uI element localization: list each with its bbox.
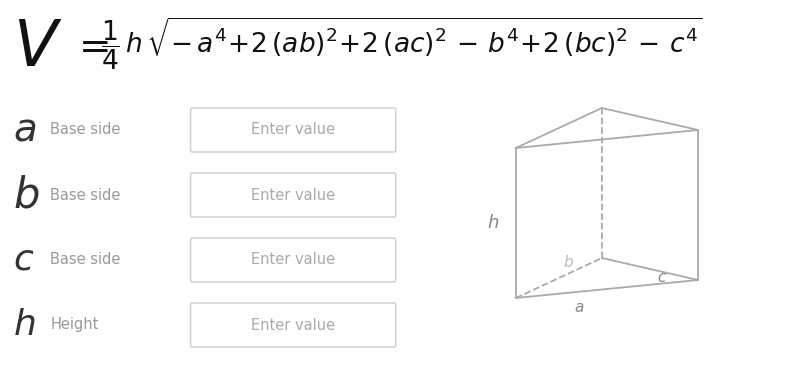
Text: $b$: $b$ (13, 174, 39, 216)
Text: $a$: $a$ (13, 112, 36, 149)
Text: $\dfrac{1}{4}\,h\,\sqrt{-\,a^4\!+\!2\,(ab)^2\!+\!2\,(ac)^2\,-\,b^4\!+\!2\,(bc)^2: $\dfrac{1}{4}\,h\,\sqrt{-\,a^4\!+\!2\,(a… (101, 16, 702, 72)
FancyBboxPatch shape (190, 173, 396, 217)
FancyBboxPatch shape (190, 303, 396, 347)
Text: Base side: Base side (50, 253, 121, 267)
FancyBboxPatch shape (190, 108, 396, 152)
Text: $h$: $h$ (487, 214, 499, 232)
Text: $V$: $V$ (13, 18, 62, 79)
Text: $c$: $c$ (13, 243, 34, 277)
Text: Base side: Base side (50, 123, 121, 138)
Text: $c$: $c$ (658, 271, 667, 285)
Text: Enter value: Enter value (251, 253, 335, 267)
Text: $=$: $=$ (71, 28, 110, 65)
Text: Enter value: Enter value (251, 123, 335, 138)
Text: $h$: $h$ (13, 308, 35, 342)
Text: Enter value: Enter value (251, 317, 335, 332)
Text: Height: Height (50, 317, 98, 332)
Text: Enter value: Enter value (251, 188, 335, 203)
FancyBboxPatch shape (190, 238, 396, 282)
Text: $a$: $a$ (574, 301, 585, 315)
Text: Base side: Base side (50, 188, 121, 203)
Text: $b$: $b$ (563, 254, 574, 270)
